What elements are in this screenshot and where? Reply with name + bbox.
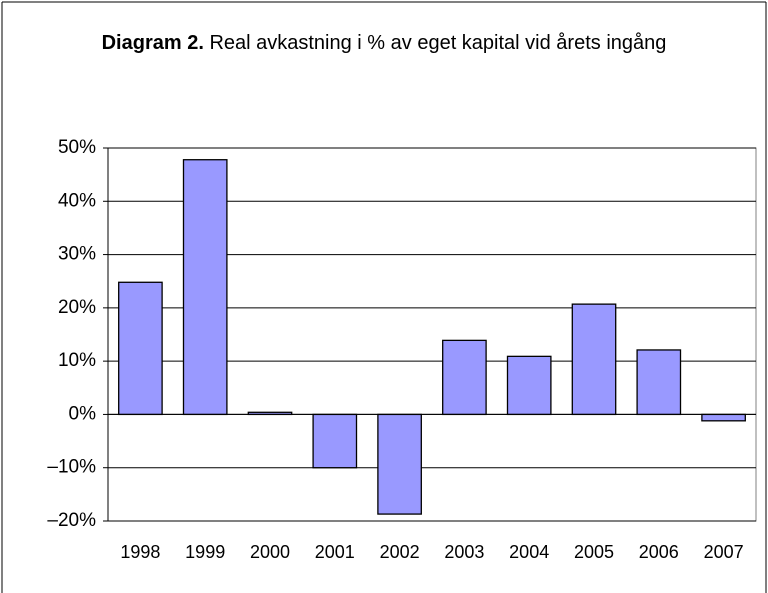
bar <box>701 413 746 422</box>
title-text: Real avkastning i % av eget kapital vid … <box>209 32 667 54</box>
chart-title: Diagram 2. Real avkastning i % av eget k… <box>84 28 684 58</box>
bar <box>571 303 617 416</box>
title-label: Diagram 2. <box>101 32 204 54</box>
x-tick-label: 2005 <box>574 542 614 562</box>
x-tick-label: 2003 <box>444 542 484 562</box>
y-tick-label: 40% <box>58 190 96 211</box>
bar <box>636 349 682 416</box>
x-tick-label: 2007 <box>704 542 744 562</box>
bar <box>377 413 422 515</box>
y-tick-label: 10% <box>58 350 96 371</box>
y-tick-label: 20% <box>58 297 96 318</box>
x-tick-label: 2001 <box>315 542 355 562</box>
bar <box>182 159 228 416</box>
x-tick-label: 2002 <box>380 542 420 562</box>
x-tick-label: 2006 <box>639 542 679 562</box>
y-tick-label: –20% <box>47 510 96 531</box>
y-tick-label: 50% <box>58 137 96 158</box>
bar <box>118 281 163 416</box>
y-tick-label: 30% <box>58 244 96 265</box>
y-tick-label: –10% <box>47 457 96 478</box>
x-tick-label: 1999 <box>185 542 225 562</box>
bar <box>442 339 487 416</box>
x-tick-label: 2004 <box>509 542 549 562</box>
x-tick-label: 1998 <box>120 542 160 562</box>
x-tick-label: 2000 <box>250 542 290 562</box>
y-tick-label: 0% <box>69 403 97 424</box>
bar <box>312 413 358 469</box>
bar <box>506 355 552 416</box>
